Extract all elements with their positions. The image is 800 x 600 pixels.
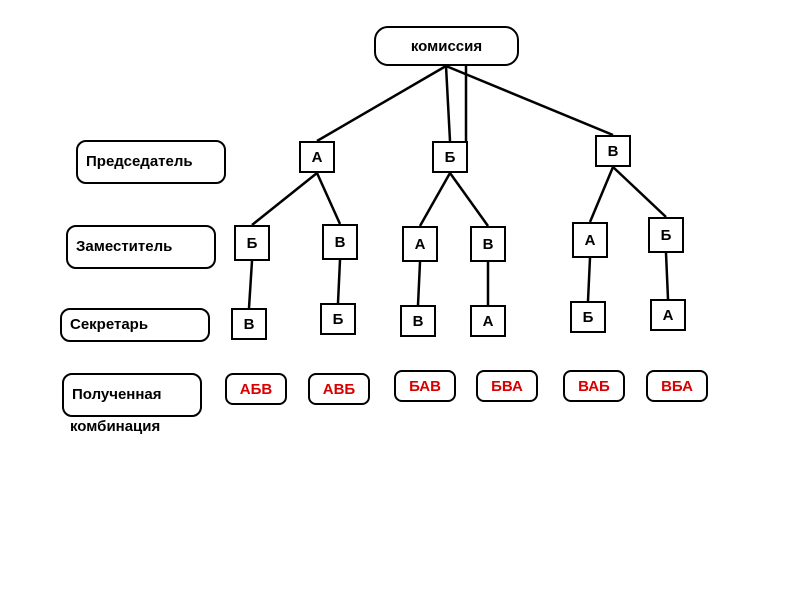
edge-14 bbox=[588, 258, 590, 301]
level1-node-2: В bbox=[595, 135, 631, 167]
level2-node-2: А bbox=[402, 226, 438, 262]
root-label: комиссия bbox=[411, 38, 482, 55]
combo-node-4: ВАБ bbox=[563, 370, 625, 402]
level2-node-label-3: В bbox=[483, 236, 494, 253]
row-label-secretary: Секретарь bbox=[60, 308, 210, 342]
level1-node-0: А bbox=[299, 141, 335, 173]
edge-0 bbox=[317, 66, 446, 141]
combo-node-label-3: БВА bbox=[491, 378, 523, 395]
level2-node-5: Б bbox=[648, 217, 684, 253]
level3-node-3: А bbox=[470, 305, 506, 337]
level2-node-0: Б bbox=[234, 225, 270, 261]
level3-node-label-0: В bbox=[244, 316, 255, 333]
level3-node-2: В bbox=[400, 305, 436, 337]
combo-node-label-2: БАВ bbox=[409, 378, 441, 395]
level1-node-label-0: А bbox=[312, 149, 323, 166]
combo-node-2: БАВ bbox=[394, 370, 456, 402]
edge-8 bbox=[590, 167, 613, 222]
level2-node-3: В bbox=[470, 226, 506, 262]
level1-node-1: Б bbox=[432, 141, 468, 173]
combo-node-label-4: ВАБ bbox=[578, 378, 610, 395]
edge-6 bbox=[420, 173, 450, 226]
row-label-chair: Председатель bbox=[76, 140, 226, 184]
row-label-deputy: Заместитель bbox=[66, 225, 216, 269]
level1-node-label-2: В bbox=[608, 143, 619, 160]
level2-node-label-4: А bbox=[585, 232, 596, 249]
level3-node-label-1: Б bbox=[333, 311, 344, 328]
edge-4 bbox=[252, 173, 317, 225]
row-label-secretary-text: Секретарь bbox=[70, 317, 148, 334]
level3-node-label-5: А bbox=[663, 307, 674, 324]
level3-node-label-3: А bbox=[483, 313, 494, 330]
edge-5 bbox=[317, 173, 340, 224]
edge-1 bbox=[446, 66, 450, 141]
level3-node-4: Б bbox=[570, 301, 606, 333]
level3-node-1: Б bbox=[320, 303, 356, 335]
combo-node-5: ВБА bbox=[646, 370, 708, 402]
level2-node-label-1: В bbox=[335, 234, 346, 251]
edge-12 bbox=[418, 262, 420, 305]
combo-node-1: АВБ bbox=[308, 373, 370, 405]
edge-15 bbox=[666, 253, 668, 299]
edge-9 bbox=[613, 167, 666, 217]
level2-node-1: В bbox=[322, 224, 358, 260]
level2-node-label-2: А bbox=[415, 236, 426, 253]
edge-3 bbox=[446, 66, 613, 135]
combo-node-label-0: АБВ bbox=[240, 381, 272, 398]
level2-node-label-5: Б bbox=[661, 227, 672, 244]
combo-node-label-5: ВБА bbox=[661, 378, 693, 395]
row-label-result-sub: комбинация bbox=[70, 418, 160, 435]
edge-11 bbox=[338, 260, 340, 303]
row-label-chair-text: Председатель bbox=[86, 154, 193, 171]
root-node: комиссия bbox=[374, 26, 519, 66]
edge-7 bbox=[450, 173, 488, 226]
level3-node-0: В bbox=[231, 308, 267, 340]
level2-node-label-0: Б bbox=[247, 235, 258, 252]
combo-node-0: АБВ bbox=[225, 373, 287, 405]
level3-node-5: А bbox=[650, 299, 686, 331]
combo-node-label-1: АВБ bbox=[323, 381, 355, 398]
edge-10 bbox=[249, 261, 252, 308]
level2-node-4: А bbox=[572, 222, 608, 258]
row-label-result-text: Полученная bbox=[72, 387, 162, 404]
combo-node-3: БВА bbox=[476, 370, 538, 402]
level3-node-label-4: Б bbox=[583, 309, 594, 326]
row-label-deputy-text: Заместитель bbox=[76, 239, 172, 256]
row-label-result: Полученная bbox=[62, 373, 202, 417]
level1-node-label-1: Б bbox=[445, 149, 456, 166]
level3-node-label-2: В bbox=[413, 313, 424, 330]
